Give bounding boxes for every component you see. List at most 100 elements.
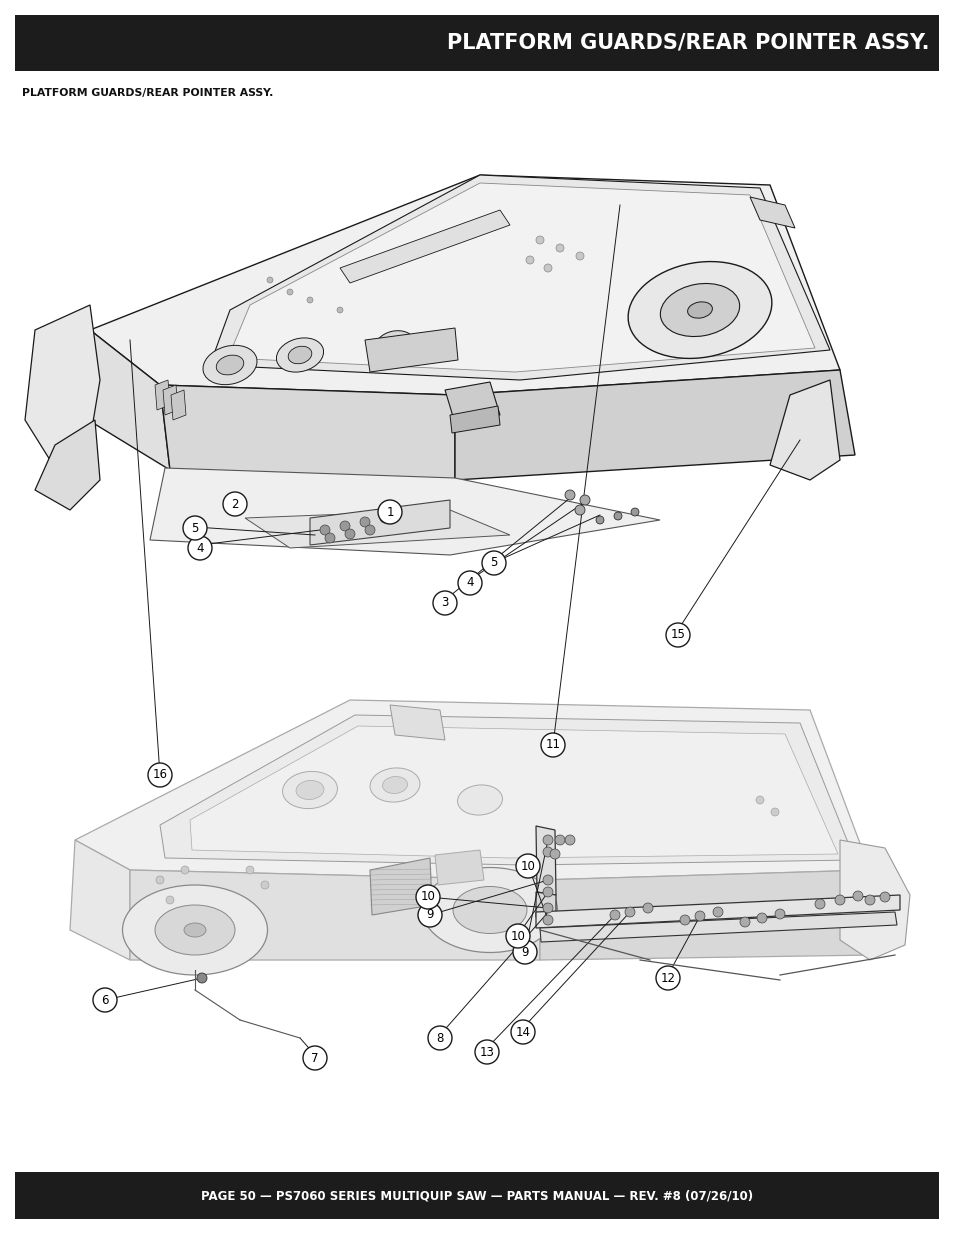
Circle shape [774,909,784,919]
Circle shape [556,245,563,252]
Circle shape [712,906,722,918]
Circle shape [852,890,862,902]
Circle shape [325,534,335,543]
Circle shape [516,853,539,878]
Circle shape [246,866,253,874]
Text: 4: 4 [466,577,474,589]
Text: 10: 10 [510,930,525,942]
Text: PAGE 50 — PS7060 SERIES MULTIQUIP SAW — PARTS MANUAL — REV. #8 (07/26/10): PAGE 50 — PS7060 SERIES MULTIQUIP SAW — … [201,1189,752,1203]
Polygon shape [90,175,840,395]
Circle shape [505,924,530,948]
Circle shape [555,835,564,845]
Circle shape [433,592,456,615]
Text: 6: 6 [101,993,109,1007]
Polygon shape [190,726,837,858]
Ellipse shape [382,777,407,794]
Ellipse shape [422,867,557,952]
Polygon shape [370,858,432,915]
Circle shape [303,1046,327,1070]
Polygon shape [539,911,896,942]
Polygon shape [80,330,170,471]
Circle shape [642,903,652,913]
Circle shape [755,797,763,804]
Text: 3: 3 [441,597,448,610]
Circle shape [814,899,824,909]
Circle shape [630,508,639,516]
Circle shape [656,966,679,990]
Circle shape [564,835,575,845]
Circle shape [614,513,621,520]
Circle shape [183,516,207,540]
Ellipse shape [288,346,312,364]
Circle shape [166,897,173,904]
Polygon shape [435,850,483,885]
Circle shape [695,911,704,921]
Polygon shape [210,175,829,380]
Circle shape [542,903,553,913]
Circle shape [428,1026,452,1050]
Text: 9: 9 [426,909,434,921]
Polygon shape [163,385,178,415]
Circle shape [267,277,273,283]
Text: 8: 8 [436,1031,443,1045]
Text: 5: 5 [490,557,497,569]
Circle shape [536,236,543,245]
Bar [15,15,938,70]
Circle shape [475,1040,498,1065]
Polygon shape [160,385,455,480]
Ellipse shape [203,346,256,384]
Ellipse shape [375,331,415,359]
Circle shape [542,847,553,857]
Circle shape [579,495,589,505]
Text: 10: 10 [520,860,535,872]
Circle shape [223,492,247,516]
Circle shape [757,913,766,923]
Ellipse shape [370,768,419,802]
Polygon shape [75,700,869,881]
Text: 2: 2 [231,498,238,510]
Circle shape [196,973,207,983]
Polygon shape [245,510,510,548]
Circle shape [92,988,117,1011]
Circle shape [864,895,874,905]
Bar [15,1172,938,1219]
Polygon shape [70,840,130,960]
Polygon shape [390,705,444,740]
Circle shape [359,517,370,527]
Circle shape [575,505,584,515]
Polygon shape [130,869,539,960]
Polygon shape [150,468,659,555]
Circle shape [540,734,564,757]
Polygon shape [365,329,457,372]
Polygon shape [25,305,100,459]
Polygon shape [450,406,499,433]
Text: 9: 9 [520,946,528,958]
Circle shape [188,536,212,559]
Polygon shape [840,840,909,960]
Circle shape [481,551,505,576]
Ellipse shape [276,338,323,372]
Circle shape [156,876,164,884]
Circle shape [542,887,553,897]
Circle shape [345,529,355,538]
Ellipse shape [453,887,526,934]
Circle shape [609,910,619,920]
Polygon shape [455,370,854,480]
Polygon shape [444,382,499,424]
Text: 7: 7 [311,1051,318,1065]
Circle shape [740,918,749,927]
Polygon shape [539,869,874,960]
Circle shape [457,571,481,595]
Text: 5: 5 [192,521,198,535]
Polygon shape [160,715,854,864]
Ellipse shape [627,262,771,358]
Circle shape [336,308,343,312]
Circle shape [542,915,553,925]
Text: 10: 10 [420,890,435,904]
Circle shape [525,256,534,264]
Polygon shape [154,380,170,410]
Circle shape [576,252,583,261]
Circle shape [542,835,553,845]
Circle shape [377,500,401,524]
Circle shape [417,903,441,927]
